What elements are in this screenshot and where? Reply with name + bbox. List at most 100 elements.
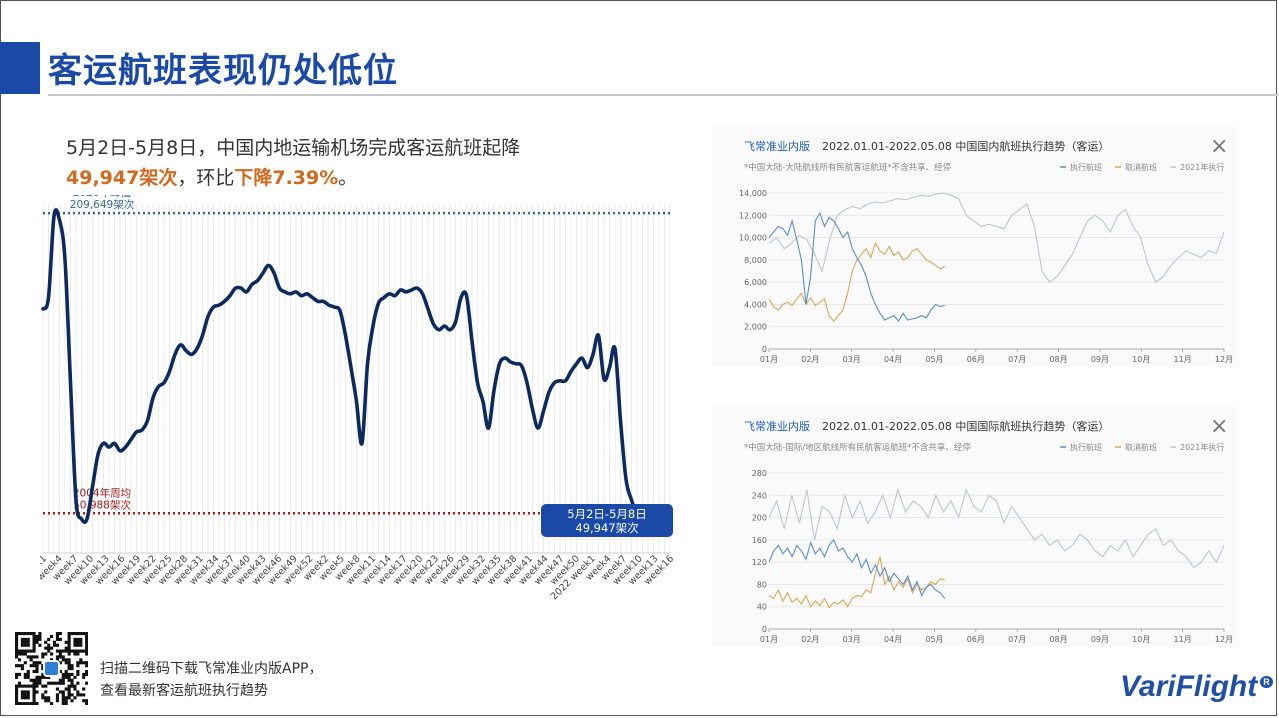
qr-module	[44, 646, 48, 650]
qr-module	[76, 632, 80, 636]
qr-module	[76, 690, 80, 694]
qr-module	[32, 699, 36, 703]
qr-module	[20, 684, 24, 688]
qr-module	[67, 687, 71, 691]
panel-series-line	[768, 241, 946, 322]
qr-module	[76, 652, 80, 656]
qr-module	[15, 693, 19, 697]
qr-module	[35, 655, 39, 659]
qr-module	[15, 637, 19, 641]
legend-item: 取消航班	[1125, 162, 1157, 172]
qr-module	[32, 664, 36, 668]
summary-value: 49,947架次	[66, 167, 178, 189]
qr-module	[70, 667, 74, 671]
qr-module	[15, 702, 19, 705]
qr-module	[55, 643, 59, 647]
qr-module	[64, 646, 68, 650]
logo-text: VariFlight	[1120, 670, 1258, 703]
qr-module	[20, 637, 24, 641]
qr-module	[35, 637, 39, 641]
qr-module	[26, 702, 30, 705]
qr-module	[15, 649, 19, 653]
qr-module	[67, 672, 71, 676]
qr-module	[61, 690, 65, 694]
qr-module	[52, 640, 57, 644]
qr-module	[58, 649, 62, 653]
qr-module	[41, 696, 45, 700]
qr-module	[82, 661, 86, 665]
qr-module	[82, 675, 86, 679]
qr-module	[41, 667, 45, 671]
qr-module	[35, 684, 39, 688]
qr-module	[70, 672, 74, 676]
qr-module	[20, 649, 24, 653]
domestic-trend-panel: 飞常准业内版 2022.01.01-2022.05.08 中国国内航班执行趋势（客…	[712, 127, 1239, 367]
qr-module	[32, 681, 36, 685]
qr-module	[29, 632, 33, 636]
qr-module	[15, 699, 19, 703]
qr-module	[26, 637, 30, 641]
qr-module	[47, 675, 51, 679]
y-tick-label: 280	[752, 469, 767, 478]
qr-module	[64, 675, 68, 679]
qr-module	[15, 652, 19, 656]
qr-module	[32, 690, 36, 694]
x-tick-label: 01月	[760, 635, 778, 644]
qr-module	[64, 672, 68, 676]
qr-module	[29, 649, 33, 653]
qr-module	[85, 652, 88, 656]
qr-module	[67, 646, 71, 650]
qr-module	[47, 643, 51, 647]
qr-module	[55, 681, 59, 685]
qr-module	[79, 693, 83, 697]
qr-module	[20, 690, 24, 694]
qr-module	[73, 696, 77, 700]
qr-module	[15, 655, 19, 659]
qr-module	[15, 664, 19, 668]
qr-module	[47, 696, 51, 700]
y-tick-label: 10,000	[739, 234, 767, 243]
qr-module	[32, 634, 36, 639]
qr-module	[70, 632, 74, 636]
qr-module	[70, 664, 74, 668]
x-tick-label: 07月	[1008, 635, 1026, 644]
qr-module	[64, 661, 68, 665]
qr-module	[79, 643, 83, 647]
qr-module	[44, 696, 48, 700]
qr-module	[41, 664, 45, 668]
x-tick-label: 06月	[967, 635, 985, 644]
y-tick-label: 2,000	[744, 323, 767, 332]
y-tick-label: 160	[752, 536, 767, 545]
legend-item: 2021年执行	[1180, 162, 1224, 172]
qr-module	[15, 690, 19, 694]
qr-module	[70, 678, 74, 682]
y-tick-label: 240	[752, 491, 767, 500]
qr-module	[76, 649, 80, 653]
qr-module	[73, 637, 77, 641]
qr-module	[50, 646, 54, 650]
qr-module	[76, 637, 80, 641]
qr-code[interactable]	[15, 632, 88, 705]
x-tick-label: 12月	[1215, 635, 1233, 644]
x-tick-label: 08月	[1049, 635, 1067, 644]
title-accent-bar	[0, 42, 40, 94]
qr-module	[67, 634, 71, 639]
qr-module	[70, 681, 74, 685]
panel-series-line	[768, 192, 1225, 283]
qr-module	[29, 702, 33, 705]
qr-module	[23, 693, 27, 697]
panel-brand: 飞常准业内版	[744, 419, 810, 433]
qr-module	[82, 632, 86, 636]
qr-module	[17, 702, 22, 705]
qr-module	[26, 655, 30, 659]
qr-module	[67, 661, 71, 665]
qr-module	[58, 655, 62, 659]
qr-module	[26, 690, 30, 694]
qr-module	[26, 669, 30, 674]
qr-module	[61, 696, 65, 700]
qr-module	[23, 675, 27, 679]
summary-line1: 5月2日-5月8日，中国内地运输机场完成客运航班起降	[66, 137, 521, 159]
summary-text: 5月2日-5月8日，中国内地运输机场完成客运航班起降 49,947架次，环比下降…	[66, 133, 520, 193]
y-tick-label: 0	[762, 345, 767, 354]
qr-module	[67, 637, 71, 641]
